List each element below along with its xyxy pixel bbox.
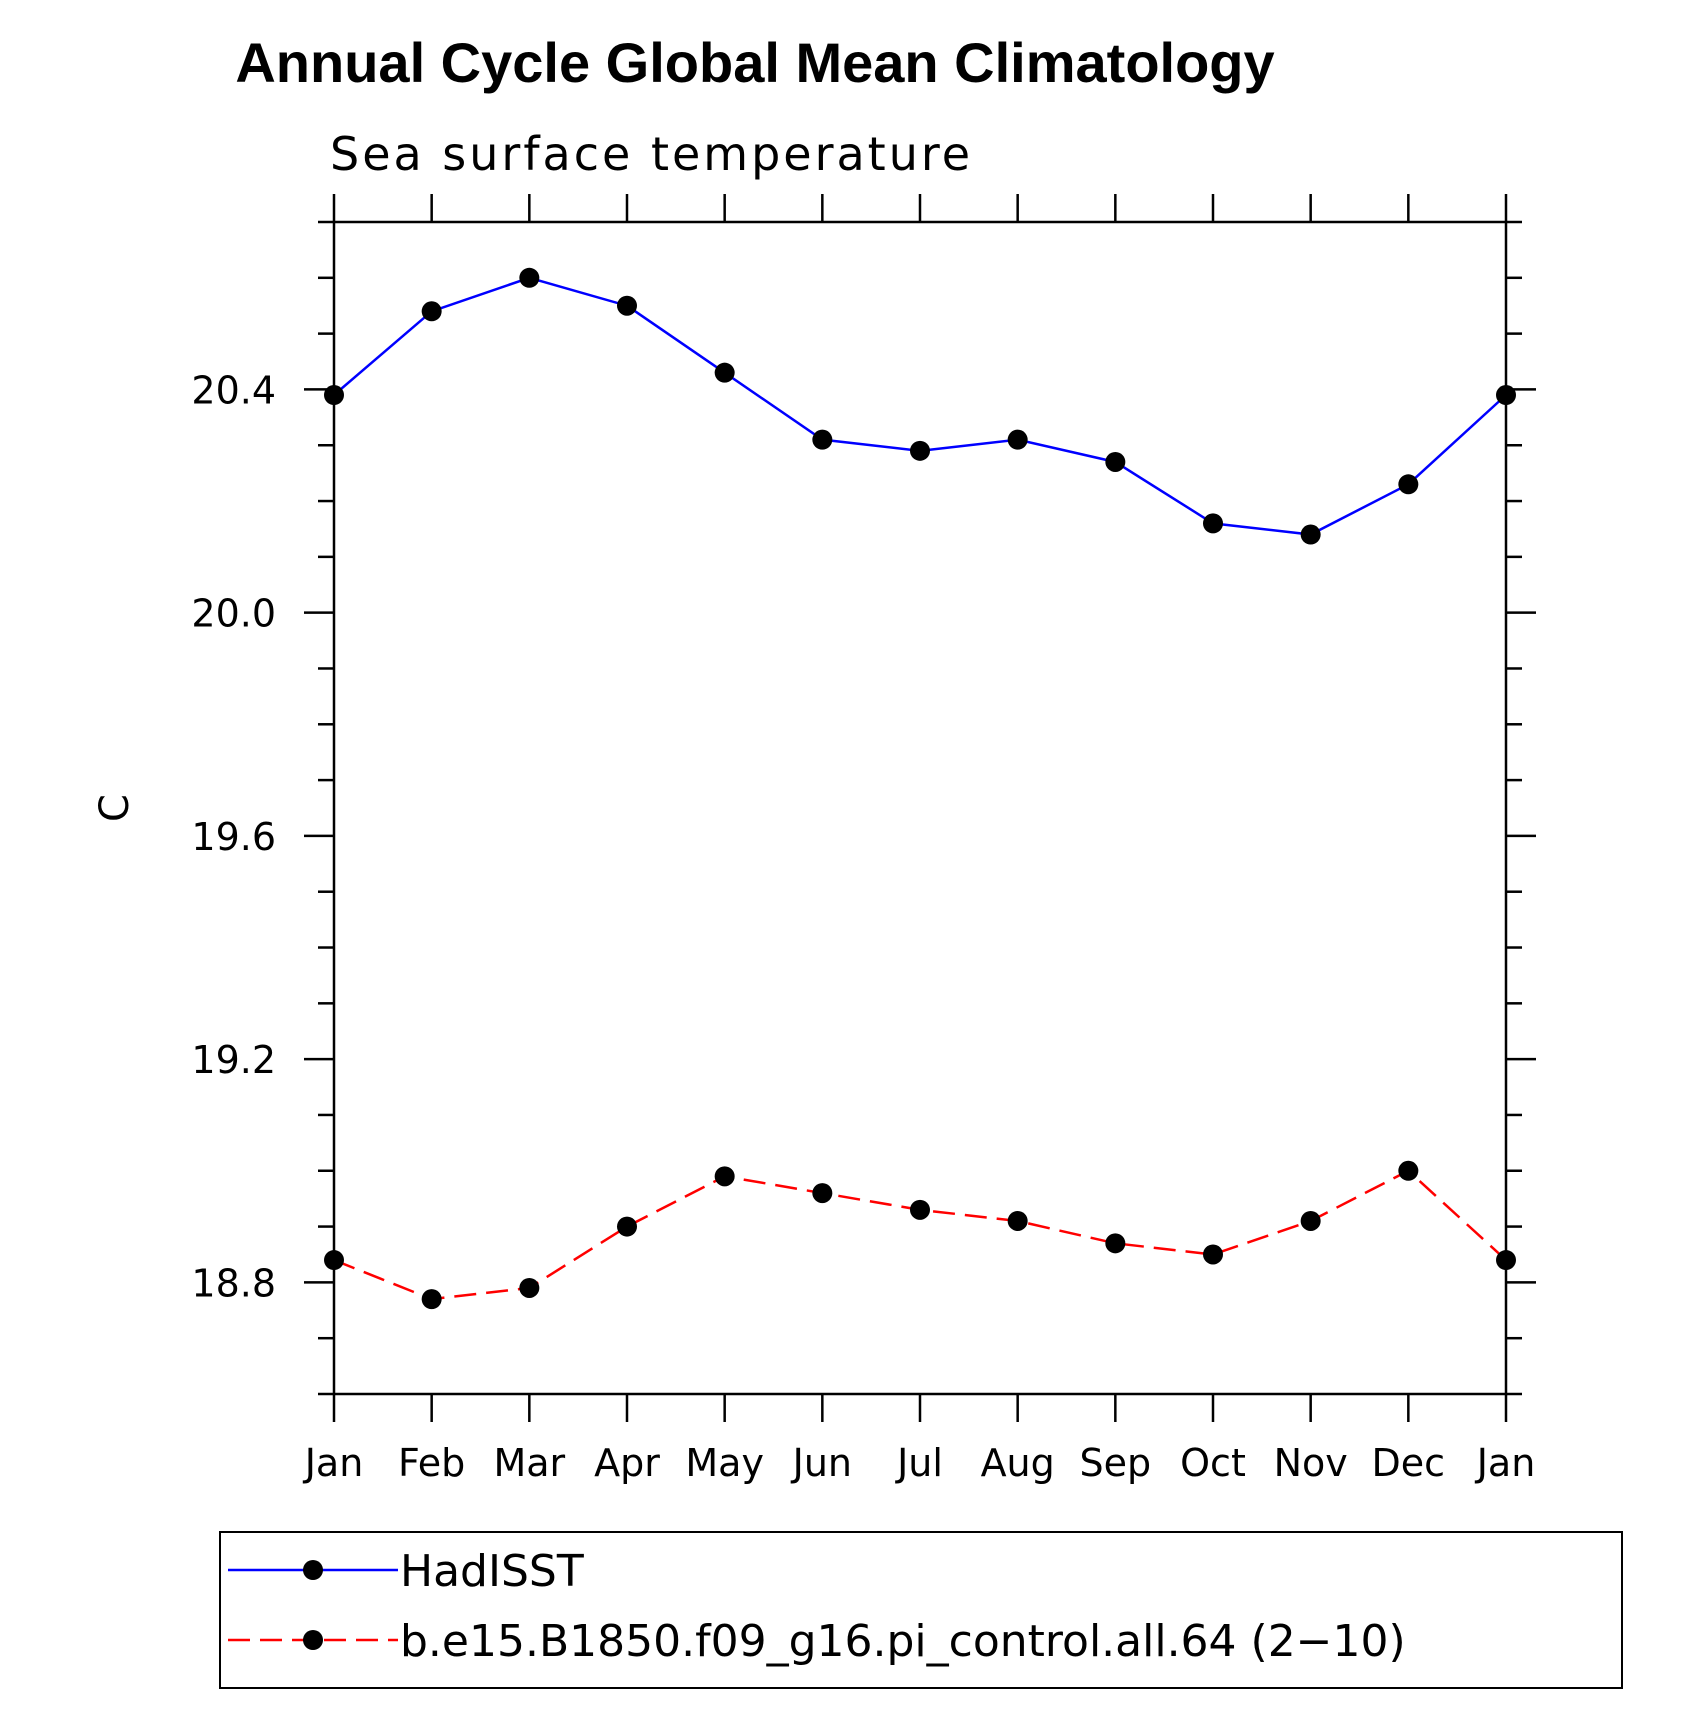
data-point [714, 362, 735, 383]
series-line [333, 276, 1507, 536]
series-line [333, 1169, 1507, 1301]
y-tick-label: 20.0 [191, 592, 276, 636]
data-point [519, 267, 540, 288]
legend-label: b.e15.B1850.f09_g16.pi_control.all.64 (2… [400, 1616, 1406, 1667]
data-point [421, 1289, 442, 1310]
chart-subtitle: Sea surface temperature [330, 127, 973, 181]
x-tick-label: May [685, 1441, 764, 1485]
data-point [1105, 1233, 1126, 1254]
data-point [324, 1250, 344, 1271]
y-tick-label: 18.8 [191, 1261, 276, 1305]
y-axis-label: C [92, 794, 138, 822]
data-point [1398, 474, 1419, 495]
data-point [1007, 429, 1028, 450]
data-point [1496, 1250, 1516, 1271]
x-tick-label: Jul [895, 1441, 943, 1485]
data-point [324, 385, 344, 406]
data-point [1203, 1244, 1223, 1265]
data-point [1203, 513, 1223, 534]
x-tick-label: Dec [1372, 1441, 1446, 1485]
x-tick-label: Mar [493, 1441, 565, 1485]
x-tick-label: Jan [1475, 1441, 1536, 1485]
data-point [812, 429, 833, 450]
series-2 [324, 1160, 1516, 1310]
data-point [1007, 1210, 1028, 1231]
axes: Jan Feb Mar Apr May Jun Jul Aug Sep Oct Nov Dec Jan 1… [191, 194, 1536, 1485]
x-tick-label: Apr [594, 1441, 660, 1485]
data-point [812, 1183, 833, 1204]
y-tick-label: 20.4 [191, 368, 276, 412]
data-point [1105, 451, 1126, 472]
legend-marker [303, 1560, 323, 1580]
chart-title: Annual Cycle Global Mean Climatology [235, 31, 1274, 94]
legend-label: HadISST [400, 1546, 584, 1597]
x-tick-label: Aug [981, 1441, 1055, 1485]
series-layer [324, 267, 1516, 1310]
x-tick-label: Sep [1080, 1441, 1152, 1485]
y-tick-label: 19.2 [191, 1038, 276, 1082]
y-tick-label: 19.6 [191, 815, 276, 859]
data-point [617, 295, 637, 316]
x-tick-label: Nov [1274, 1441, 1348, 1485]
x-tick-label: Jan [303, 1441, 364, 1485]
data-point [519, 1277, 540, 1298]
x-tick-label: Oct [1180, 1441, 1246, 1485]
legend: HadISST b.e15.B1850.f09_g16.pi_control.al… [219, 1531, 1623, 1689]
data-point [910, 1199, 930, 1220]
x-tick-label: Feb [398, 1441, 465, 1485]
data-point [421, 301, 442, 322]
legend-box [219, 1531, 1623, 1689]
data-point [617, 1216, 637, 1237]
series-1 [324, 267, 1516, 545]
data-point [1300, 1210, 1321, 1231]
data-point [1398, 1160, 1419, 1181]
data-point [1496, 385, 1516, 406]
legend-marker [303, 1630, 323, 1650]
data-point [910, 440, 930, 461]
data-point [1300, 524, 1321, 545]
x-tick-label: Jun [791, 1441, 852, 1485]
data-point [714, 1166, 735, 1187]
